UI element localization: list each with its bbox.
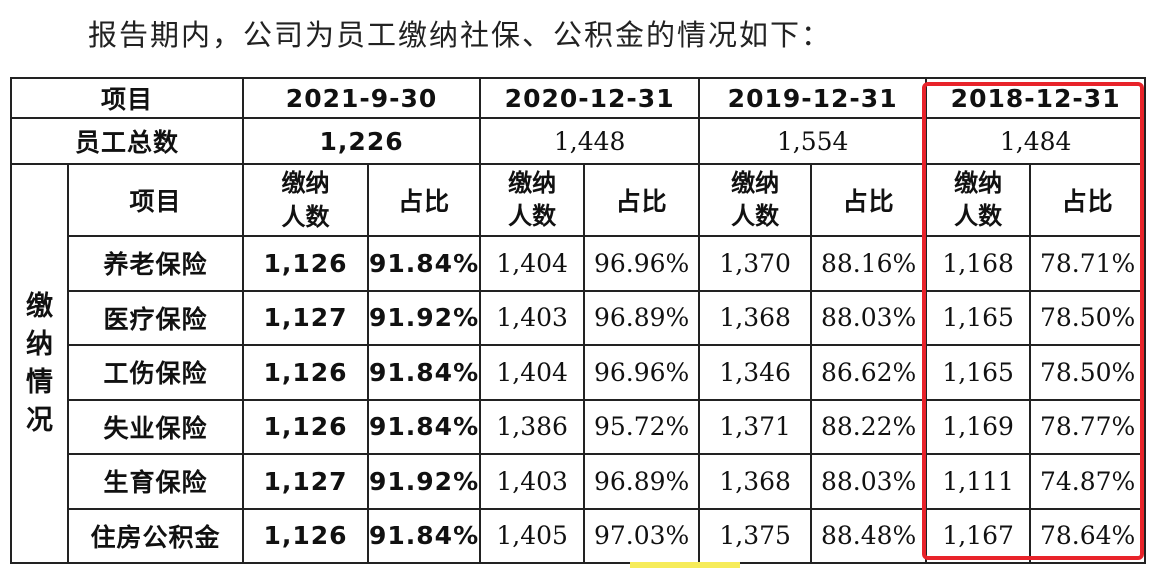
insurance-name: 失业保险 <box>67 398 244 455</box>
count-cell: 1,346 <box>698 344 813 401</box>
count-cell: 1,126 <box>242 398 369 455</box>
subheader-row: 缴纳情况 项目 缴纳 人数 占比 缴纳 人数 占比 缴纳 人数 占比 缴纳 人数 占比 <box>10 163 1147 564</box>
table-row: 生育保险 1,127 91.92% 1,403 96.89% 1,368 88.… <box>11 453 1147 510</box>
ratio-cell: 91.92% <box>366 453 482 510</box>
ratio-cell: 91.84% <box>366 507 482 564</box>
count-cell: 1,405 <box>479 507 586 564</box>
total-value: 1,554 <box>698 117 928 165</box>
ratio-cell: 95.72% <box>583 398 701 455</box>
count-header: 缴纳 人数 <box>925 163 1032 237</box>
ratio-cell: 91.84% <box>366 398 482 455</box>
table-row: 失业保险 1,126 91.84% 1,386 95.72% 1,371 88.… <box>11 398 1147 455</box>
insurance-name: 养老保险 <box>67 235 244 292</box>
count-cell: 1,165 <box>925 289 1032 346</box>
highlight-mark <box>630 562 740 568</box>
total-row: 员工总数 1,226 1,448 1,554 1,484 <box>10 117 1147 165</box>
ratio-cell: 91.84% <box>366 344 482 401</box>
table-row: 工伤保险 1,126 91.84% 1,404 96.96% 1,346 86.… <box>11 344 1147 401</box>
count-cell: 1,168 <box>925 235 1032 292</box>
insurance-name: 工伤保险 <box>67 344 244 401</box>
count-cell: 1,368 <box>698 453 813 510</box>
ratio-cell: 97.03% <box>583 507 701 564</box>
total-value: 1,226 <box>241 117 482 165</box>
count-cell: 1,127 <box>242 289 369 346</box>
ratio-cell: 78.50% <box>1029 344 1147 401</box>
count-cell: 1,127 <box>242 453 369 510</box>
ratio-cell: 78.77% <box>1029 398 1147 455</box>
count-cell: 1,368 <box>698 289 813 346</box>
insurance-name: 生育保险 <box>67 453 244 510</box>
group-label: 缴纳情况 <box>10 163 69 564</box>
count-cell: 1,111 <box>925 453 1032 510</box>
ratio-cell: 86.62% <box>810 344 928 401</box>
count-header: 缴纳 人数 <box>479 163 586 237</box>
ratio-header: 占比 <box>583 163 701 237</box>
count-cell: 1,370 <box>698 235 813 292</box>
total-label: 员工总数 <box>10 117 244 165</box>
ratio-cell: 88.03% <box>810 289 928 346</box>
count-header: 缴纳 人数 <box>698 163 813 237</box>
group-label-text: 缴纳情况 <box>26 290 53 436</box>
count-cell: 1,167 <box>925 507 1032 564</box>
period-header: 2018-12-31 <box>925 77 1147 119</box>
table-row: 医疗保险 1,127 91.92% 1,403 96.89% 1,368 88.… <box>11 289 1147 346</box>
subheader-item-label: 项目 <box>67 163 244 237</box>
ratio-cell: 96.96% <box>583 344 701 401</box>
count-cell: 1,169 <box>925 398 1032 455</box>
ratio-cell: 78.64% <box>1029 507 1147 564</box>
period-header: 2021-9-30 <box>241 77 482 119</box>
count-cell: 1,126 <box>242 235 369 292</box>
ratio-cell: 91.92% <box>366 289 482 346</box>
period-header: 2019-12-31 <box>698 77 928 119</box>
ratio-cell: 78.50% <box>1029 289 1147 346</box>
ratio-cell: 88.48% <box>810 507 928 564</box>
ratio-header: 占比 <box>810 163 928 237</box>
ratio-cell: 96.89% <box>583 289 701 346</box>
count-cell: 1,404 <box>479 235 586 292</box>
total-value: 1,484 <box>925 117 1147 165</box>
period-header: 2020-12-31 <box>479 77 701 119</box>
ratio-header: 占比 <box>366 163 482 237</box>
intro-text: 报告期内，公司为员工缴纳社保、公积金的情况如下： <box>88 18 833 52</box>
table-row: 养老保险 1,126 91.84% 1,404 96.96% 1,370 88.… <box>11 235 1147 292</box>
ratio-cell: 78.71% <box>1029 235 1147 292</box>
total-value: 1,448 <box>479 117 701 165</box>
highlight-box-2018 <box>922 82 1144 560</box>
ratio-cell: 91.84% <box>366 235 482 292</box>
count-cell: 1,165 <box>925 344 1032 401</box>
count-cell: 1,126 <box>242 507 369 564</box>
insurance-name: 医疗保险 <box>67 289 244 346</box>
count-cell: 1,371 <box>698 398 813 455</box>
count-header: 缴纳 人数 <box>242 163 369 237</box>
count-cell: 1,404 <box>479 344 586 401</box>
count-cell: 1,126 <box>242 344 369 401</box>
ratio-cell: 96.96% <box>583 235 701 292</box>
count-cell: 1,403 <box>479 453 586 510</box>
social-insurance-table: 项目 2021-9-30 2020-12-31 2019-12-31 2018-… <box>10 77 1147 564</box>
count-cell: 1,403 <box>479 289 586 346</box>
insurance-name: 住房公积金 <box>67 507 244 564</box>
ratio-cell: 96.89% <box>583 453 701 510</box>
ratio-cell: 88.16% <box>810 235 928 292</box>
count-cell: 1,386 <box>479 398 586 455</box>
header-row: 项目 2021-9-30 2020-12-31 2019-12-31 2018-… <box>10 77 1147 119</box>
header-item-label: 项目 <box>10 77 244 119</box>
count-cell: 1,375 <box>698 507 813 564</box>
ratio-header: 占比 <box>1029 163 1147 237</box>
table-row: 住房公积金 1,126 91.84% 1,405 97.03% 1,375 88… <box>11 507 1147 564</box>
ratio-cell: 74.87% <box>1029 453 1147 510</box>
ratio-cell: 88.22% <box>810 398 928 455</box>
ratio-cell: 88.03% <box>810 453 928 510</box>
